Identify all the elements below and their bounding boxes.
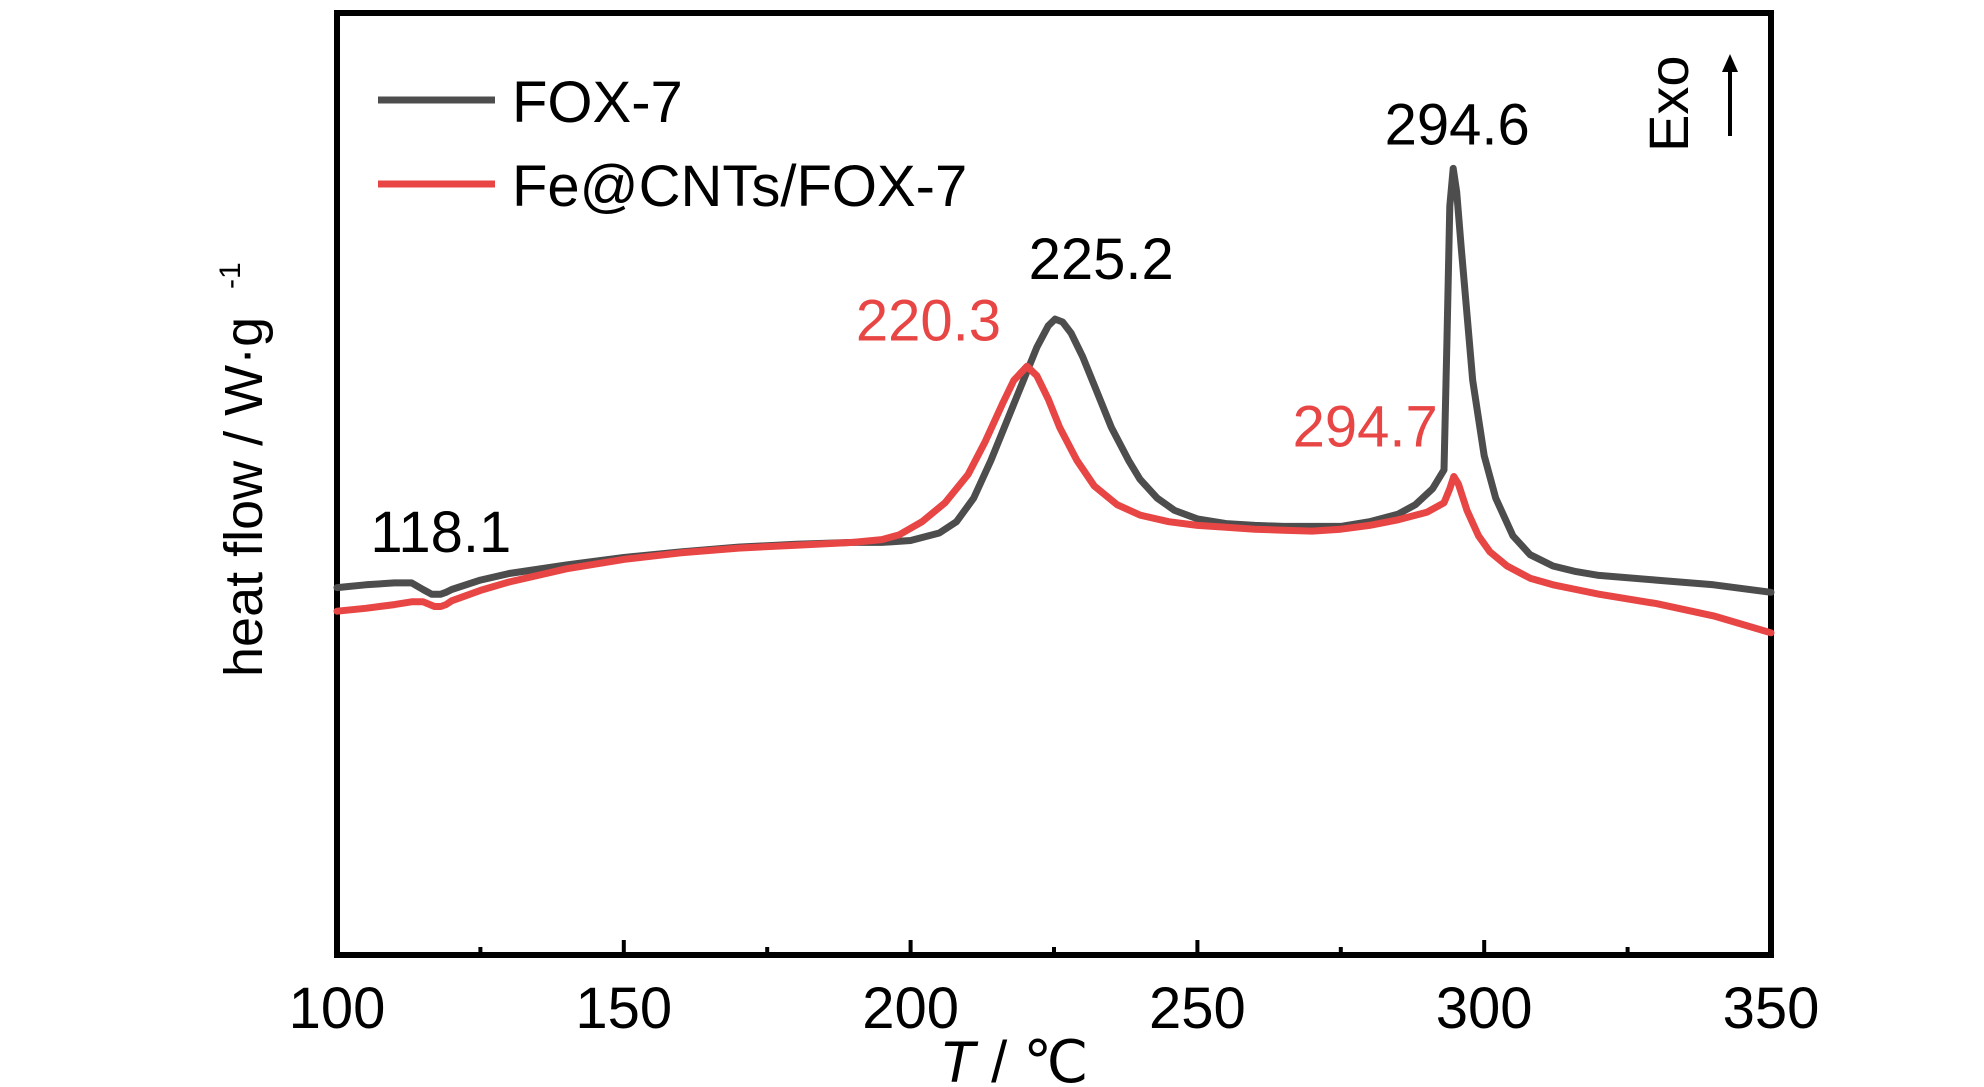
x-ticks: 100 150 200 250 300 350 [289,940,1820,1041]
legend: FOX-7 Fe@CNTs/FOX-7 [378,70,967,219]
peak-label: 294.7 [1293,394,1438,459]
series-line-fox7 [333,164,1775,598]
exo-label: Exo [1637,56,1700,153]
peak-label: 225.2 [1029,227,1174,292]
series-line-fe-cnts-fox7 [333,362,1775,637]
x-axis-label-unit: / ℃ [975,1030,1088,1087]
x-tick-label: 250 [1149,976,1246,1041]
x-axis-label: T / ℃ [940,1030,1089,1087]
x-tick-label: 150 [575,976,672,1041]
exo-arrowhead-icon [1722,54,1738,72]
x-tick-label: 100 [289,976,386,1041]
x-tick-label: 350 [1723,976,1820,1041]
y-axis-label-sup: -1 [214,262,247,289]
exo-indicator: Exo [1637,54,1738,152]
legend-label-fe-cnts-fox7: Fe@CNTs/FOX-7 [512,154,967,219]
y-axis-label-text: heat flow / W·g [214,317,274,677]
peak-label: 294.6 [1385,92,1530,157]
peak-label: 118.1 [370,500,511,565]
x-axis-label-var: T [940,1030,979,1087]
x-tick-label: 200 [862,976,959,1041]
legend-label-fox7: FOX-7 [512,70,683,135]
peak-label: 220.3 [856,288,1001,353]
y-axis-label: heat flow / W·g -1 [214,262,274,677]
series-layer: 118.1 225.2 294.6 220.3 294.7 [333,92,1775,637]
x-tick-label: 300 [1436,976,1533,1041]
